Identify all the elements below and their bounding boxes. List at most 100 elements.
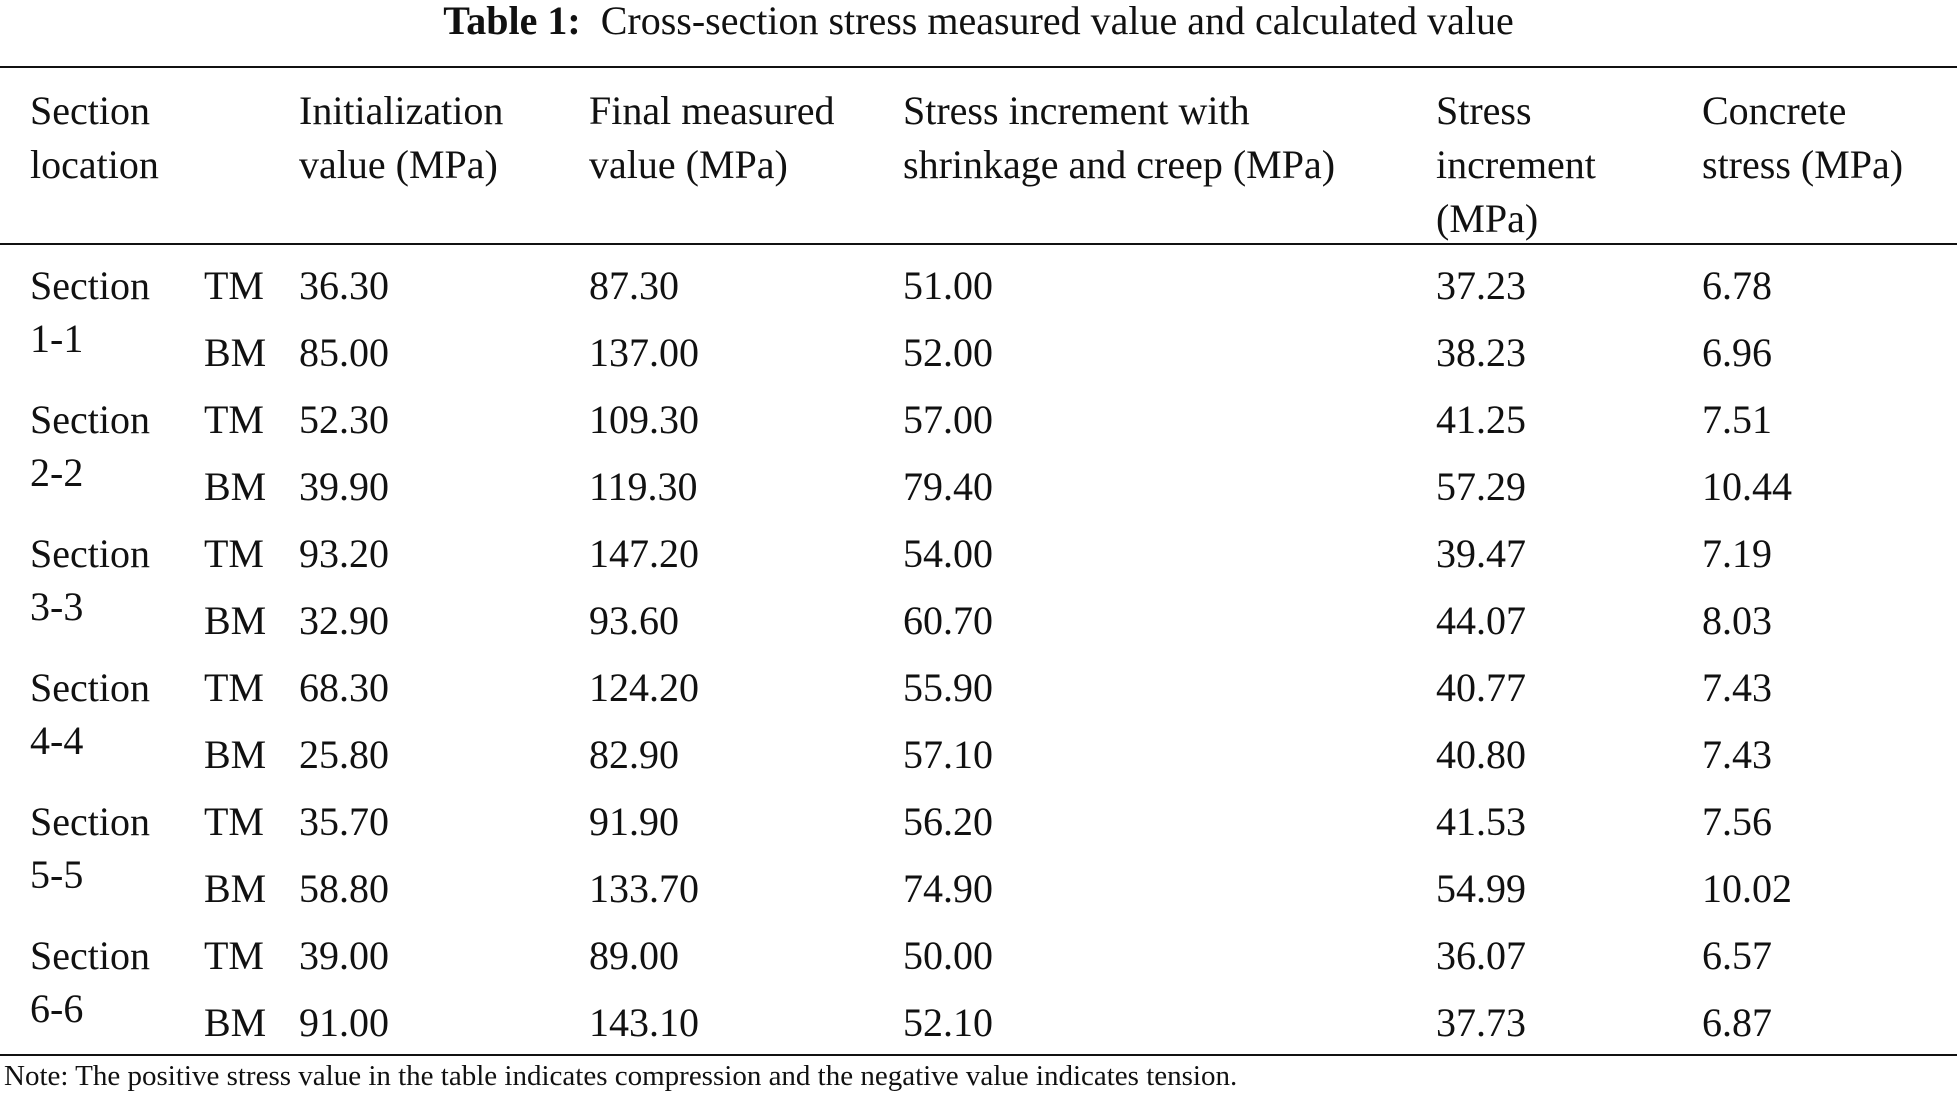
cell-position: TM	[204, 263, 264, 308]
header-line: stress (MPa)	[1702, 142, 1904, 187]
header-concrete-stress: Concrete stress (MPa)	[1702, 84, 1903, 192]
header-line: value (MPa)	[589, 142, 788, 187]
cell-initialization-value: 25.80	[299, 732, 389, 777]
cell-final-measured-value: 87.30	[589, 263, 679, 308]
cell-position: BM	[204, 866, 267, 911]
header-line: increment	[1436, 142, 1596, 187]
cell-stress-increment-shrinkage-creep: 52.10	[903, 1000, 993, 1045]
cell-final-measured-value: 109.30	[589, 397, 699, 442]
cell-stress-increment: 37.73	[1436, 1000, 1526, 1045]
cell-final-measured-value: 89.00	[589, 933, 679, 978]
cell-final-measured-value: 147.20	[589, 531, 699, 576]
section-name: Section	[30, 665, 150, 710]
cell-concrete-stress: 7.51	[1702, 397, 1772, 442]
section-number: 1-1	[30, 316, 84, 361]
cell-final-measured-value: 124.20	[589, 665, 699, 710]
bottom-rule	[0, 1054, 1957, 1056]
caption-label: Table 1:	[443, 0, 581, 43]
section-number: 6-6	[30, 986, 84, 1031]
header-rule	[0, 243, 1957, 245]
cell-final-measured-value: 133.70	[589, 866, 699, 911]
cell-initialization-value: 35.70	[299, 799, 389, 844]
cell-stress-increment-shrinkage-creep: 52.00	[903, 330, 993, 375]
header-initialization-value: Initialization value (MPa)	[299, 84, 503, 192]
cell-concrete-stress: 7.56	[1702, 799, 1772, 844]
section-number: 4-4	[30, 718, 84, 763]
cell-position: TM	[204, 665, 264, 710]
cell-final-measured-value: 82.90	[589, 732, 679, 777]
cell-position: BM	[204, 732, 267, 777]
header-line: Final measured	[589, 88, 835, 133]
cell-stress-increment: 41.53	[1436, 799, 1526, 844]
cell-initialization-value: 32.90	[299, 598, 389, 643]
cell-stress-increment-shrinkage-creep: 57.00	[903, 397, 993, 442]
cell-final-measured-value: 137.00	[589, 330, 699, 375]
cell-stress-increment-shrinkage-creep: 50.00	[903, 933, 993, 978]
cell-stress-increment-shrinkage-creep: 57.10	[903, 732, 993, 777]
cell-concrete-stress: 10.02	[1702, 866, 1792, 911]
cell-concrete-stress: 6.87	[1702, 1000, 1772, 1045]
cell-stress-increment-shrinkage-creep: 51.00	[903, 263, 993, 308]
cell-final-measured-value: 91.90	[589, 799, 679, 844]
cell-concrete-stress: 7.43	[1702, 732, 1772, 777]
cell-position: TM	[204, 531, 264, 576]
cell-position: TM	[204, 933, 264, 978]
cell-concrete-stress: 7.43	[1702, 665, 1772, 710]
cell-initialization-value: 52.30	[299, 397, 389, 442]
header-line: (MPa)	[1436, 196, 1539, 241]
cell-final-measured-value: 143.10	[589, 1000, 699, 1045]
header-final-measured-value: Final measured value (MPa)	[589, 84, 835, 192]
cell-stress-increment-shrinkage-creep: 55.90	[903, 665, 993, 710]
cell-stress-increment: 36.07	[1436, 933, 1526, 978]
header-line: shrinkage and creep (MPa)	[903, 142, 1336, 187]
cell-stress-increment-shrinkage-creep: 79.40	[903, 464, 993, 509]
cell-concrete-stress: 8.03	[1702, 598, 1772, 643]
cell-concrete-stress: 7.19	[1702, 531, 1772, 576]
cell-stress-increment: 40.80	[1436, 732, 1526, 777]
header-section-location: Section location	[30, 84, 159, 192]
cell-initialization-value: 39.00	[299, 933, 389, 978]
cell-concrete-stress: 10.44	[1702, 464, 1792, 509]
section-name: Section	[30, 263, 150, 308]
cell-initialization-value: 39.90	[299, 464, 389, 509]
cell-stress-increment: 41.25	[1436, 397, 1526, 442]
cell-stress-increment: 40.77	[1436, 665, 1526, 710]
cell-stress-increment: 57.29	[1436, 464, 1526, 509]
table-note: Note: The positive stress value in the t…	[4, 1060, 1238, 1092]
cell-position: BM	[204, 330, 267, 375]
cell-final-measured-value: 93.60	[589, 598, 679, 643]
cell-initialization-value: 91.00	[299, 1000, 389, 1045]
header-line: Stress	[1436, 88, 1532, 133]
header-stress-increment-shrinkage-creep: Stress increment with shrinkage and cree…	[903, 84, 1335, 192]
header-line: value (MPa)	[299, 142, 498, 187]
cell-concrete-stress: 6.78	[1702, 263, 1772, 308]
cell-stress-increment: 44.07	[1436, 598, 1526, 643]
cell-position: BM	[204, 598, 267, 643]
cell-stress-increment: 39.47	[1436, 531, 1526, 576]
cell-position: TM	[204, 799, 264, 844]
cell-final-measured-value: 119.30	[589, 464, 698, 509]
cell-stress-increment: 38.23	[1436, 330, 1526, 375]
cell-stress-increment-shrinkage-creep: 56.20	[903, 799, 993, 844]
section-name: Section	[30, 397, 150, 442]
section-name: Section	[30, 799, 150, 844]
top-rule	[0, 66, 1957, 68]
cell-stress-increment: 37.23	[1436, 263, 1526, 308]
cell-initialization-value: 85.00	[299, 330, 389, 375]
cell-position: BM	[204, 464, 267, 509]
cell-initialization-value: 58.80	[299, 866, 389, 911]
section-name: Section	[30, 531, 150, 576]
table-caption: Table 1: Cross-section stress measured v…	[0, 0, 1957, 50]
cell-concrete-stress: 6.57	[1702, 933, 1772, 978]
cell-concrete-stress: 6.96	[1702, 330, 1772, 375]
header-line: Stress increment with	[903, 88, 1250, 133]
section-name: Section	[30, 933, 150, 978]
header-line: Section	[30, 88, 150, 133]
cell-initialization-value: 93.20	[299, 531, 389, 576]
caption-text: Cross-section stress measured value and …	[600, 0, 1514, 43]
header-stress-increment: Stress increment (MPa)	[1436, 84, 1596, 246]
section-number: 5-5	[30, 852, 84, 897]
cell-stress-increment-shrinkage-creep: 74.90	[903, 866, 993, 911]
cell-initialization-value: 68.30	[299, 665, 389, 710]
section-number: 2-2	[30, 450, 84, 495]
